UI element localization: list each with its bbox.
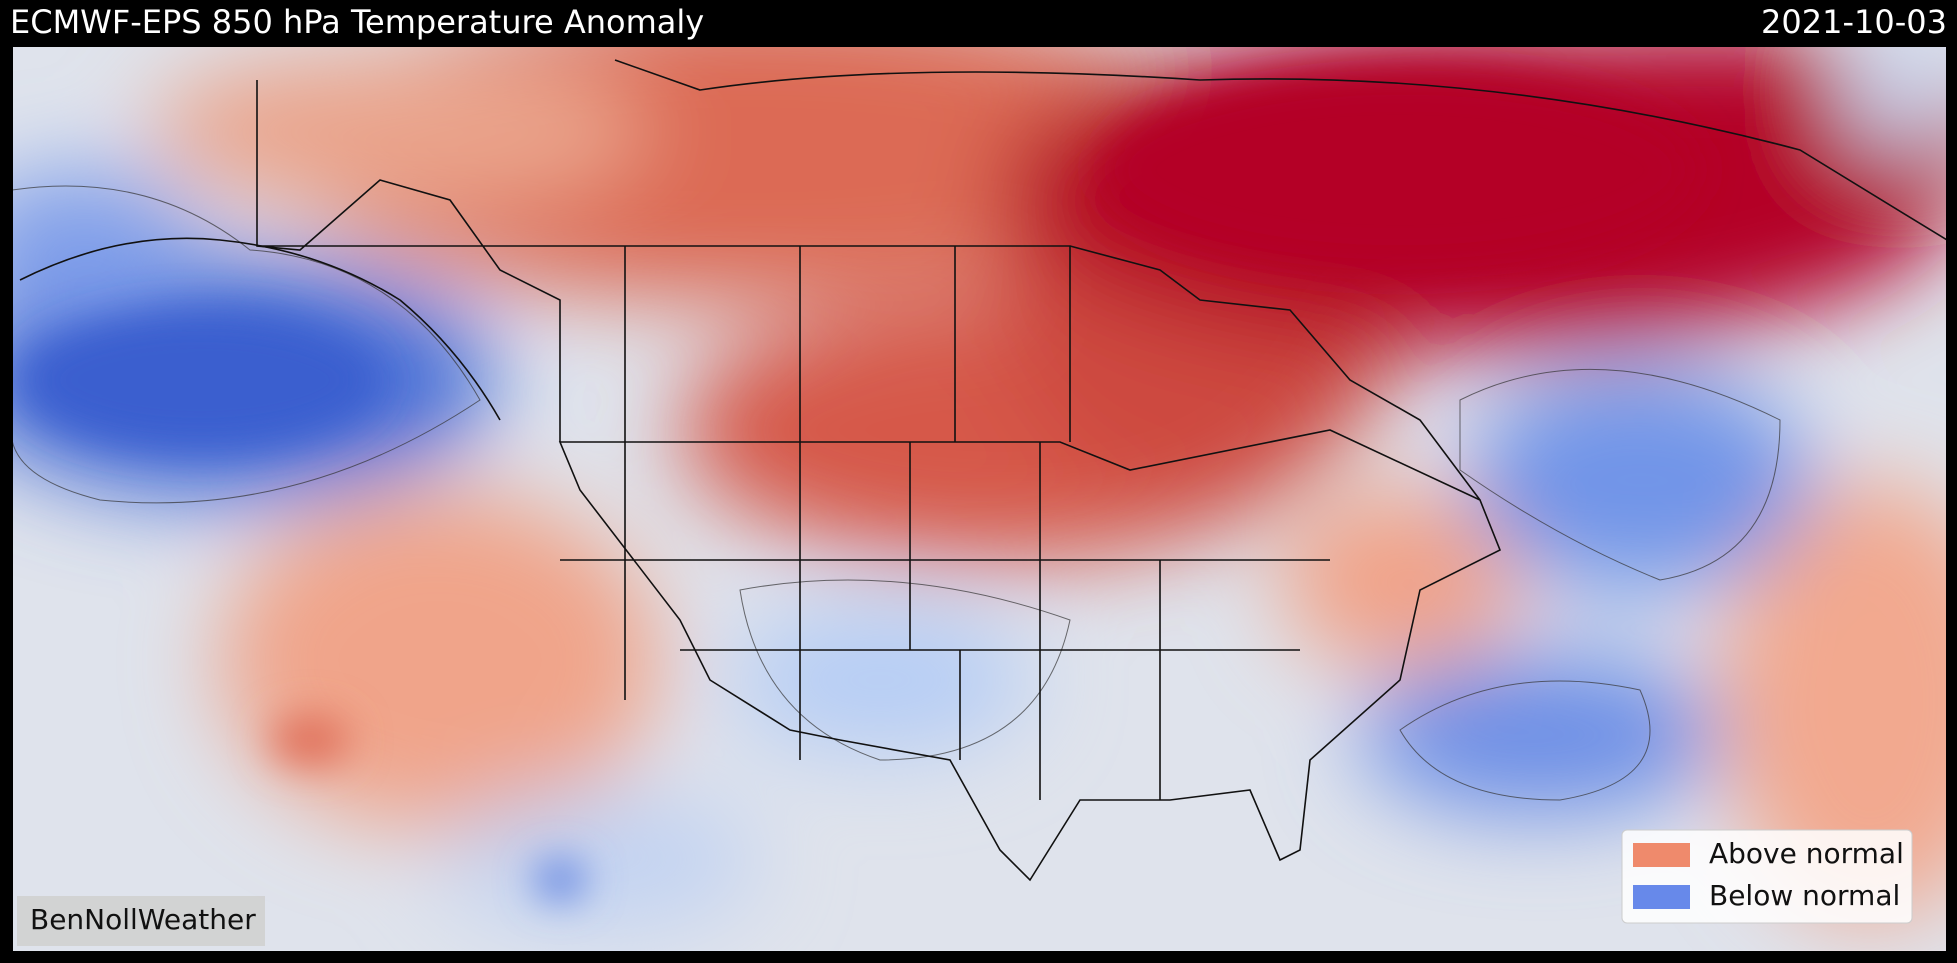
coastline [19,59,1947,421]
watermark-box [17,896,265,946]
watermark: BenNollWeather [30,903,256,936]
legend-swatch [1633,843,1690,867]
legend-label: Above normal [1709,837,1904,870]
map-date: 2021-10-03 [1761,3,1947,41]
anomaly-detail [20,70,1700,900]
contour [1399,680,1651,801]
province-borders [256,80,1481,501]
contour [1459,368,1781,581]
map-border [11,45,1948,953]
legend-box [1621,829,1913,924]
legend-swatch [1633,885,1690,909]
contour [12,185,481,504]
state-borders [560,442,1330,800]
legend: Above normal Below normal [1621,829,1913,924]
contour [739,579,1071,761]
legend-label: Below normal [1709,879,1900,912]
map-title: ECMWF-EPS 850 hPa Temperature Anomaly [10,3,704,41]
us-outline [558,429,1502,882]
